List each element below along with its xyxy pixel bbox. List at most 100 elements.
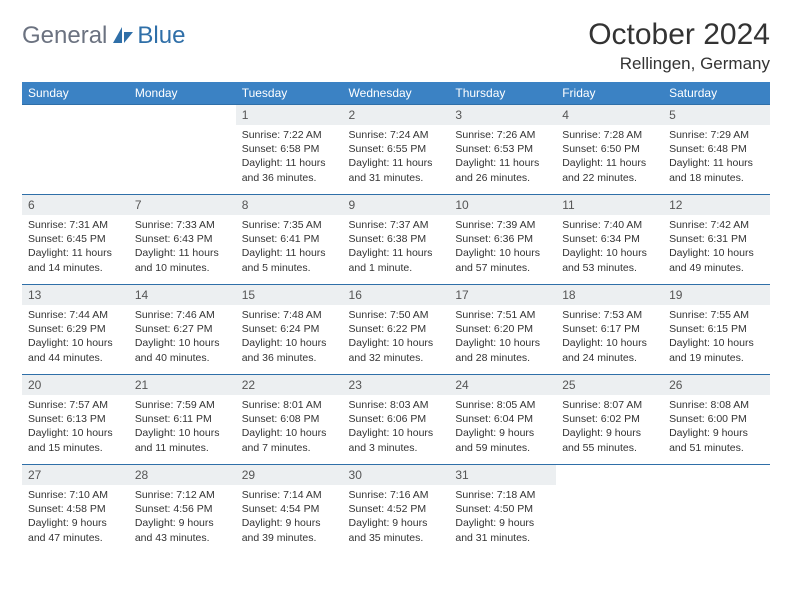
days-of-week-row: SundayMondayTuesdayWednesdayThursdayFrid… (22, 82, 770, 105)
day-number: 1 (236, 105, 343, 125)
calendar-week-row: 20Sunrise: 7:57 AMSunset: 6:13 PMDayligh… (22, 375, 770, 465)
day-of-week-header: Monday (129, 82, 236, 105)
day-number: 14 (129, 285, 236, 305)
day-cell: 30Sunrise: 7:16 AMSunset: 4:52 PMDayligh… (343, 465, 450, 555)
day-number: 17 (449, 285, 556, 305)
logo-text-general: General (22, 22, 107, 50)
day-cell: 16Sunrise: 7:50 AMSunset: 6:22 PMDayligh… (343, 285, 450, 375)
day-body: Sunrise: 7:44 AMSunset: 6:29 PMDaylight:… (22, 305, 129, 371)
day-number: 2 (343, 105, 450, 125)
day-body: Sunrise: 8:03 AMSunset: 6:06 PMDaylight:… (343, 395, 450, 461)
day-cell: 27Sunrise: 7:10 AMSunset: 4:58 PMDayligh… (22, 465, 129, 555)
day-number: 12 (663, 195, 770, 215)
location: Rellingen, Germany (588, 54, 770, 74)
day-body: Sunrise: 8:08 AMSunset: 6:00 PMDaylight:… (663, 395, 770, 461)
day-body: Sunrise: 7:37 AMSunset: 6:38 PMDaylight:… (343, 215, 450, 281)
day-cell: 7Sunrise: 7:33 AMSunset: 6:43 PMDaylight… (129, 195, 236, 285)
calendar-week-row: 6Sunrise: 7:31 AMSunset: 6:45 PMDaylight… (22, 195, 770, 285)
day-cell: 6Sunrise: 7:31 AMSunset: 6:45 PMDaylight… (22, 195, 129, 285)
day-cell: 5Sunrise: 7:29 AMSunset: 6:48 PMDaylight… (663, 105, 770, 195)
day-body: Sunrise: 7:18 AMSunset: 4:50 PMDaylight:… (449, 485, 556, 551)
day-cell: 14Sunrise: 7:46 AMSunset: 6:27 PMDayligh… (129, 285, 236, 375)
day-body: Sunrise: 7:40 AMSunset: 6:34 PMDaylight:… (556, 215, 663, 281)
day-number: 23 (343, 375, 450, 395)
day-body: Sunrise: 7:10 AMSunset: 4:58 PMDaylight:… (22, 485, 129, 551)
day-body: Sunrise: 7:46 AMSunset: 6:27 PMDaylight:… (129, 305, 236, 371)
title-block: October 2024 Rellingen, Germany (588, 18, 770, 74)
day-cell: 26Sunrise: 8:08 AMSunset: 6:00 PMDayligh… (663, 375, 770, 465)
calendar-week-row: 1Sunrise: 7:22 AMSunset: 6:58 PMDaylight… (22, 105, 770, 195)
day-body: Sunrise: 7:51 AMSunset: 6:20 PMDaylight:… (449, 305, 556, 371)
day-of-week-header: Wednesday (343, 82, 450, 105)
day-of-week-header: Friday (556, 82, 663, 105)
day-body: Sunrise: 7:59 AMSunset: 6:11 PMDaylight:… (129, 395, 236, 461)
day-body: Sunrise: 7:42 AMSunset: 6:31 PMDaylight:… (663, 215, 770, 281)
day-body: Sunrise: 7:39 AMSunset: 6:36 PMDaylight:… (449, 215, 556, 281)
day-body: Sunrise: 7:16 AMSunset: 4:52 PMDaylight:… (343, 485, 450, 551)
day-body: Sunrise: 7:26 AMSunset: 6:53 PMDaylight:… (449, 125, 556, 191)
day-number: 8 (236, 195, 343, 215)
day-body: Sunrise: 7:28 AMSunset: 6:50 PMDaylight:… (556, 125, 663, 191)
day-number: 18 (556, 285, 663, 305)
day-body: Sunrise: 7:31 AMSunset: 6:45 PMDaylight:… (22, 215, 129, 281)
day-body: Sunrise: 8:07 AMSunset: 6:02 PMDaylight:… (556, 395, 663, 461)
day-cell: 20Sunrise: 7:57 AMSunset: 6:13 PMDayligh… (22, 375, 129, 465)
day-number: 25 (556, 375, 663, 395)
day-body: Sunrise: 8:01 AMSunset: 6:08 PMDaylight:… (236, 395, 343, 461)
day-body: Sunrise: 7:55 AMSunset: 6:15 PMDaylight:… (663, 305, 770, 371)
day-number: 30 (343, 465, 450, 485)
day-cell: 3Sunrise: 7:26 AMSunset: 6:53 PMDaylight… (449, 105, 556, 195)
day-body: Sunrise: 7:33 AMSunset: 6:43 PMDaylight:… (129, 215, 236, 281)
day-number: 4 (556, 105, 663, 125)
day-cell: 31Sunrise: 7:18 AMSunset: 4:50 PMDayligh… (449, 465, 556, 555)
day-number: 31 (449, 465, 556, 485)
day-of-week-header: Sunday (22, 82, 129, 105)
day-cell: 24Sunrise: 8:05 AMSunset: 6:04 PMDayligh… (449, 375, 556, 465)
day-number: 20 (22, 375, 129, 395)
day-cell: 11Sunrise: 7:40 AMSunset: 6:34 PMDayligh… (556, 195, 663, 285)
day-cell: 19Sunrise: 7:55 AMSunset: 6:15 PMDayligh… (663, 285, 770, 375)
day-number: 15 (236, 285, 343, 305)
day-cell: 17Sunrise: 7:51 AMSunset: 6:20 PMDayligh… (449, 285, 556, 375)
header: General Blue October 2024 Rellingen, Ger… (22, 18, 770, 74)
day-number: 29 (236, 465, 343, 485)
day-cell: 23Sunrise: 8:03 AMSunset: 6:06 PMDayligh… (343, 375, 450, 465)
day-number: 10 (449, 195, 556, 215)
day-body: Sunrise: 7:29 AMSunset: 6:48 PMDaylight:… (663, 125, 770, 191)
logo-sail-icon (112, 25, 134, 50)
day-cell: 13Sunrise: 7:44 AMSunset: 6:29 PMDayligh… (22, 285, 129, 375)
empty-cell (663, 465, 770, 555)
day-cell: 2Sunrise: 7:24 AMSunset: 6:55 PMDaylight… (343, 105, 450, 195)
day-of-week-header: Tuesday (236, 82, 343, 105)
day-number: 5 (663, 105, 770, 125)
calendar-week-row: 13Sunrise: 7:44 AMSunset: 6:29 PMDayligh… (22, 285, 770, 375)
day-body: Sunrise: 7:48 AMSunset: 6:24 PMDaylight:… (236, 305, 343, 371)
day-body: Sunrise: 7:35 AMSunset: 6:41 PMDaylight:… (236, 215, 343, 281)
day-cell: 10Sunrise: 7:39 AMSunset: 6:36 PMDayligh… (449, 195, 556, 285)
day-cell: 1Sunrise: 7:22 AMSunset: 6:58 PMDaylight… (236, 105, 343, 195)
day-body: Sunrise: 7:53 AMSunset: 6:17 PMDaylight:… (556, 305, 663, 371)
day-cell: 25Sunrise: 8:07 AMSunset: 6:02 PMDayligh… (556, 375, 663, 465)
day-number: 19 (663, 285, 770, 305)
day-cell: 15Sunrise: 7:48 AMSunset: 6:24 PMDayligh… (236, 285, 343, 375)
calendar-week-row: 27Sunrise: 7:10 AMSunset: 4:58 PMDayligh… (22, 465, 770, 555)
day-number: 28 (129, 465, 236, 485)
day-number: 11 (556, 195, 663, 215)
day-body: Sunrise: 7:24 AMSunset: 6:55 PMDaylight:… (343, 125, 450, 191)
day-cell: 21Sunrise: 7:59 AMSunset: 6:11 PMDayligh… (129, 375, 236, 465)
logo: General Blue (22, 22, 185, 50)
empty-cell (22, 105, 129, 195)
day-cell: 29Sunrise: 7:14 AMSunset: 4:54 PMDayligh… (236, 465, 343, 555)
day-number: 13 (22, 285, 129, 305)
calendar-table: SundayMondayTuesdayWednesdayThursdayFrid… (22, 82, 770, 555)
day-cell: 4Sunrise: 7:28 AMSunset: 6:50 PMDaylight… (556, 105, 663, 195)
day-number: 3 (449, 105, 556, 125)
day-body: Sunrise: 8:05 AMSunset: 6:04 PMDaylight:… (449, 395, 556, 461)
day-number: 6 (22, 195, 129, 215)
day-cell: 22Sunrise: 8:01 AMSunset: 6:08 PMDayligh… (236, 375, 343, 465)
day-of-week-header: Thursday (449, 82, 556, 105)
day-body: Sunrise: 7:50 AMSunset: 6:22 PMDaylight:… (343, 305, 450, 371)
day-number: 9 (343, 195, 450, 215)
day-cell: 12Sunrise: 7:42 AMSunset: 6:31 PMDayligh… (663, 195, 770, 285)
month-title: October 2024 (588, 18, 770, 52)
